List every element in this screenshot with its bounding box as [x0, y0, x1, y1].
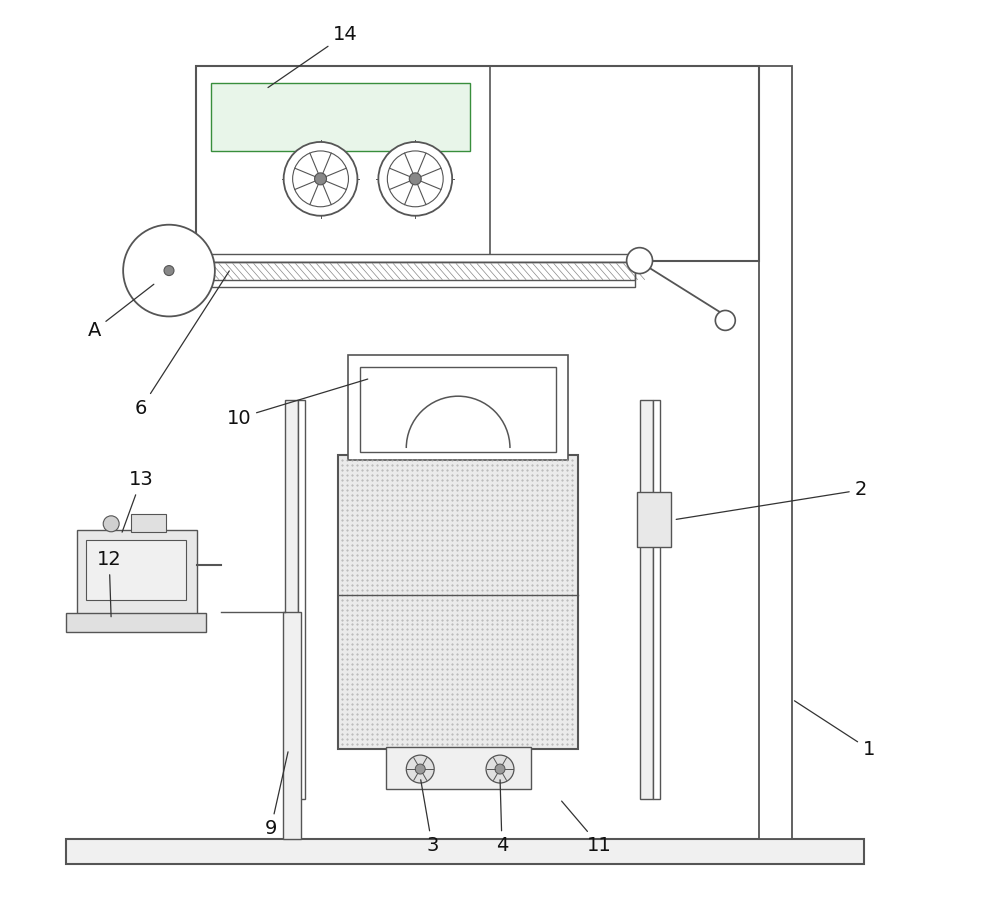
Bar: [386, 747, 531, 789]
Bar: [211, 84, 470, 151]
Bar: [196, 66, 759, 261]
Bar: [196, 253, 635, 262]
Bar: [285, 400, 298, 799]
Bar: [338, 455, 578, 749]
Circle shape: [164, 265, 174, 275]
Bar: [298, 400, 305, 799]
Text: 9: 9: [265, 752, 288, 838]
Text: 14: 14: [268, 25, 358, 87]
Bar: [66, 839, 864, 864]
Bar: [637, 492, 671, 547]
Circle shape: [415, 764, 425, 774]
Text: 2: 2: [676, 480, 867, 520]
Text: 6: 6: [135, 271, 229, 418]
Text: 11: 11: [562, 801, 612, 856]
Circle shape: [284, 142, 357, 216]
Bar: [348, 355, 568, 460]
Circle shape: [495, 764, 505, 774]
Circle shape: [123, 225, 215, 317]
Bar: [196, 262, 635, 286]
Bar: [77, 530, 197, 614]
Text: 3: 3: [421, 779, 438, 856]
Circle shape: [627, 248, 653, 274]
Circle shape: [715, 310, 735, 330]
Text: 10: 10: [226, 379, 368, 428]
Circle shape: [378, 142, 452, 216]
Bar: [66, 612, 206, 633]
Text: A: A: [88, 285, 154, 340]
Bar: [164, 259, 174, 281]
Bar: [131, 514, 166, 532]
Circle shape: [103, 516, 119, 532]
Bar: [640, 400, 653, 799]
Text: 4: 4: [496, 779, 508, 856]
Bar: [86, 540, 186, 599]
Bar: [196, 262, 635, 280]
Bar: [653, 400, 660, 799]
Circle shape: [293, 151, 348, 207]
Circle shape: [486, 756, 514, 783]
Text: 12: 12: [97, 550, 122, 617]
Circle shape: [315, 173, 327, 185]
Text: 1: 1: [794, 700, 875, 758]
Text: 13: 13: [122, 470, 153, 532]
Circle shape: [387, 151, 443, 207]
Circle shape: [406, 756, 434, 783]
Circle shape: [409, 173, 421, 185]
Bar: [360, 367, 556, 452]
Bar: [283, 611, 301, 839]
Bar: [759, 66, 792, 839]
